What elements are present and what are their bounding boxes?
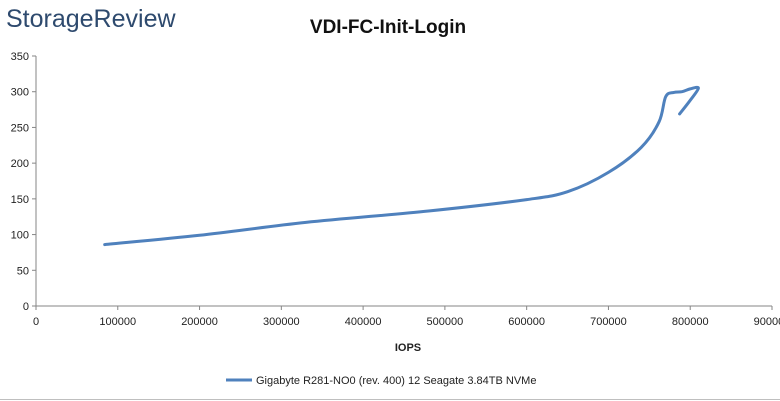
x-tick-label: 100000 <box>99 316 136 328</box>
axes: 0 50 100 150 200 250 300 350 0 100000 200000 300000… <box>11 51 780 328</box>
y-tick-label: 100 <box>11 230 29 242</box>
y-tick-label: 300 <box>11 87 29 99</box>
x-tick-label: 500000 <box>427 316 464 328</box>
series-layer <box>103 85 700 247</box>
y-tick-label: 350 <box>11 51 29 63</box>
x-tick-label: 800000 <box>672 316 709 328</box>
chart-title: VDI-FC-Init-Login <box>310 17 466 38</box>
x-axis-title: IOPS <box>395 342 421 354</box>
y-tick-label: 250 <box>11 122 29 134</box>
storagereview-logo: StorageReview <box>6 5 176 33</box>
legend: Gigabyte R281-NO0 (rev. 400) 12 Seagate … <box>226 375 536 387</box>
x-tick-label: 900000 <box>754 316 780 328</box>
x-tick-label: 0 <box>33 316 39 328</box>
x-tick-label: 600000 <box>508 316 545 328</box>
x-tick-label: 700000 <box>590 316 627 328</box>
x-tick-label: 400000 <box>345 316 382 328</box>
x-tick-label: 300000 <box>263 316 300 328</box>
y-tick-label: 150 <box>11 194 29 206</box>
y-tick-label: 200 <box>11 158 29 170</box>
legend-label: Gigabyte R281-NO0 (rev. 400) 12 Seagate … <box>256 375 536 387</box>
x-tick-label: 200000 <box>181 316 218 328</box>
series-line <box>103 85 700 247</box>
y-tick-label: 0 <box>23 301 29 313</box>
y-tick-label: 50 <box>17 265 29 277</box>
